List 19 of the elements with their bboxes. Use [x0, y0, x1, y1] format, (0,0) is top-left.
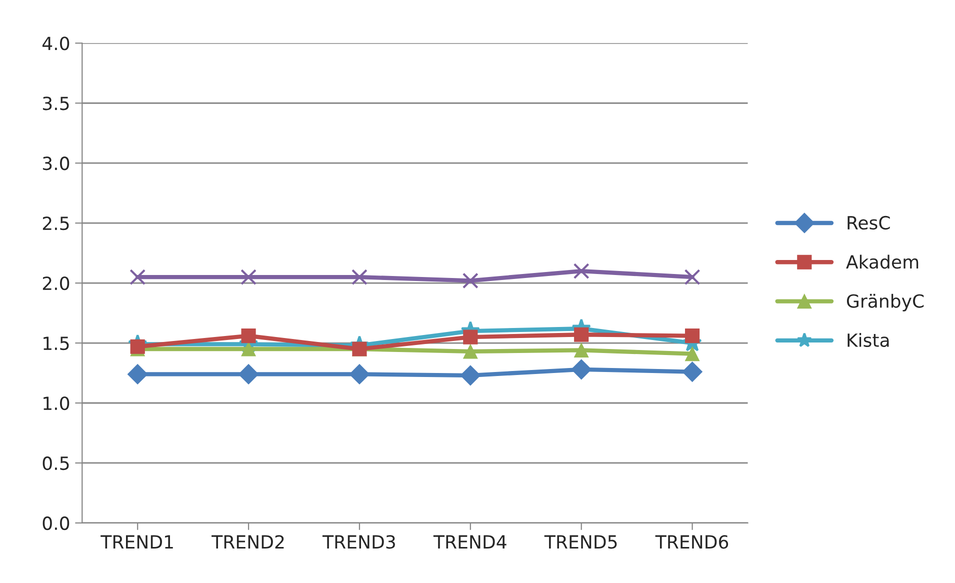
x-tick-label: TREND2: [212, 535, 284, 548]
y-tick-label: 3.5: [42, 96, 69, 110]
y-tick-label: 1.0: [44, 396, 70, 410]
legend-label: GränbyC: [846, 294, 924, 312]
y-tick-label: 0.0: [42, 516, 70, 530]
y-tick-label: 0.5: [42, 456, 69, 470]
legend-label: ResC: [848, 216, 890, 230]
x-tick-label: TREND1: [100, 535, 173, 548]
legend-label: Kista: [848, 333, 889, 347]
y-tick-label: 1.5: [44, 336, 69, 350]
legend-label: Akadem: [846, 254, 918, 269]
x-tick-label: TREND4: [433, 535, 506, 548]
y-tick-label: 3.0: [42, 156, 70, 170]
x-tick-label: TREND5: [544, 535, 617, 549]
x-tick-label: TREND6: [655, 535, 728, 549]
y-tick-label: 2.5: [42, 216, 69, 230]
x-tick-label: TREND3: [322, 535, 395, 549]
y-tick-label: 2.0: [42, 276, 70, 290]
y-tick-label: 4.0: [42, 36, 70, 50]
